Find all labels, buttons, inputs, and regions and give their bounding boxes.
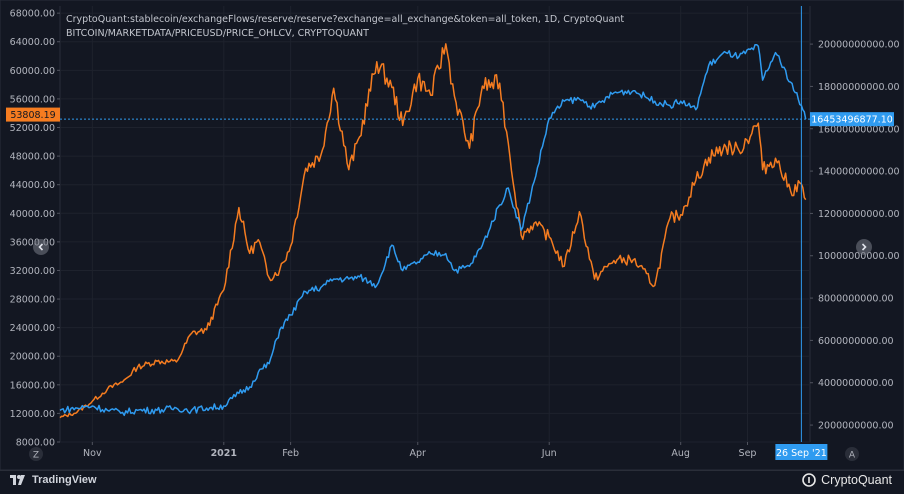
left-tick-label: 68000.00 [10, 9, 55, 20]
left-tick-label: 56000.00 [10, 94, 55, 105]
time-tick-label: Sep [739, 448, 757, 459]
time-tick-label: Jun [541, 448, 557, 459]
left-tick-label: 24000.00 [10, 323, 55, 334]
time-axis: Nov 2021 Feb Apr Jun Aug Sep [83, 442, 756, 459]
time-tick-label: Feb [282, 448, 299, 459]
scroll-left-button[interactable] [33, 239, 49, 255]
right-tick-label: 16000000000.00 [818, 124, 900, 135]
tradingview-label: TradingView [32, 474, 97, 486]
chart-background [0, 0, 904, 470]
right-tick-label: 8000000000.00 [818, 294, 894, 305]
right-tick-label: 12000000000.00 [818, 209, 900, 220]
svg-text:16453496877.10: 16453496877.10 [811, 115, 893, 126]
series-line-btc-price [59, 43, 807, 419]
auto-scale-label: A [849, 451, 856, 461]
zoom-mode-button[interactable]: Z [29, 447, 43, 461]
auto-scale-button[interactable]: A [845, 447, 859, 461]
left-tick-label: 8000.00 [16, 438, 55, 449]
cryptoquant-logo: CryptoQuant [802, 473, 892, 487]
grid [60, 6, 810, 443]
tradingview-logo-icon [10, 475, 25, 485]
time-tick-label: Apr [410, 448, 427, 459]
right-tick-label: 6000000000.00 [818, 336, 894, 347]
svg-text:53808.19: 53808.19 [10, 110, 55, 121]
left-price-label: 53808.19 [6, 107, 60, 122]
left-tick-label: 48000.00 [10, 152, 55, 163]
left-tick-label: 36000.00 [10, 237, 55, 248]
time-tick-label: Nov [83, 448, 102, 459]
cryptoquant-label: CryptoQuant [821, 473, 892, 487]
left-tick-label: 16000.00 [10, 380, 55, 391]
right-tick-label: 14000000000.00 [818, 167, 900, 178]
left-tick-label: 20000.00 [10, 352, 55, 363]
right-tick-label: 4000000000.00 [818, 378, 894, 389]
tradingview-logo[interactable]: TradingView [10, 474, 97, 486]
left-tick-label: 60000.00 [10, 66, 55, 77]
right-tick-label: 18000000000.00 [818, 82, 900, 93]
chevron-left-icon [38, 243, 44, 251]
left-tick-label: 28000.00 [10, 295, 55, 306]
left-tick-label: 40000.00 [10, 209, 55, 220]
left-tick-label: 52000.00 [10, 123, 55, 134]
right-axis: 20000000000.00 18000000000.00 16000000000.… [810, 40, 900, 432]
left-tick-label: 32000.00 [10, 266, 55, 277]
left-tick-label: 12000.00 [10, 409, 55, 420]
right-value-label: 16453496877.10 [810, 112, 894, 127]
svg-text:26 Sep '21: 26 Sep '21 [776, 448, 827, 459]
right-tick-label: 10000000000.00 [818, 251, 900, 262]
cryptoquant-logo-icon [802, 473, 816, 487]
right-tick-label: 2000000000.00 [818, 421, 894, 432]
zoom-mode-label: Z [33, 451, 39, 461]
right-tick-label: 20000000000.00 [818, 40, 900, 51]
left-tick-label: 64000.00 [10, 37, 55, 48]
left-tick-label: 44000.00 [10, 180, 55, 191]
time-tick-label: 2021 [211, 448, 237, 459]
left-axis: 68000.00 64000.00 60000.00 56000.00 52000.00… [10, 9, 60, 449]
series-legend-stablecoin: CryptoQuant:stablecoin/exchangeFlows/res… [66, 14, 624, 25]
time-tick-label: Aug [671, 448, 690, 459]
plot-area[interactable] [59, 43, 807, 419]
footer: TradingView CryptoQuant [0, 470, 904, 494]
series-line-stablecoin-reserve [59, 43, 807, 417]
crosshair-date-label: 26 Sep '21 [775, 444, 828, 460]
series-legend-btc: BITCOIN/MARKETDATA/PRICEUSD/PRICE_OHLCV,… [66, 28, 369, 39]
scroll-right-button[interactable] [856, 239, 872, 255]
chevron-right-icon [861, 243, 867, 251]
